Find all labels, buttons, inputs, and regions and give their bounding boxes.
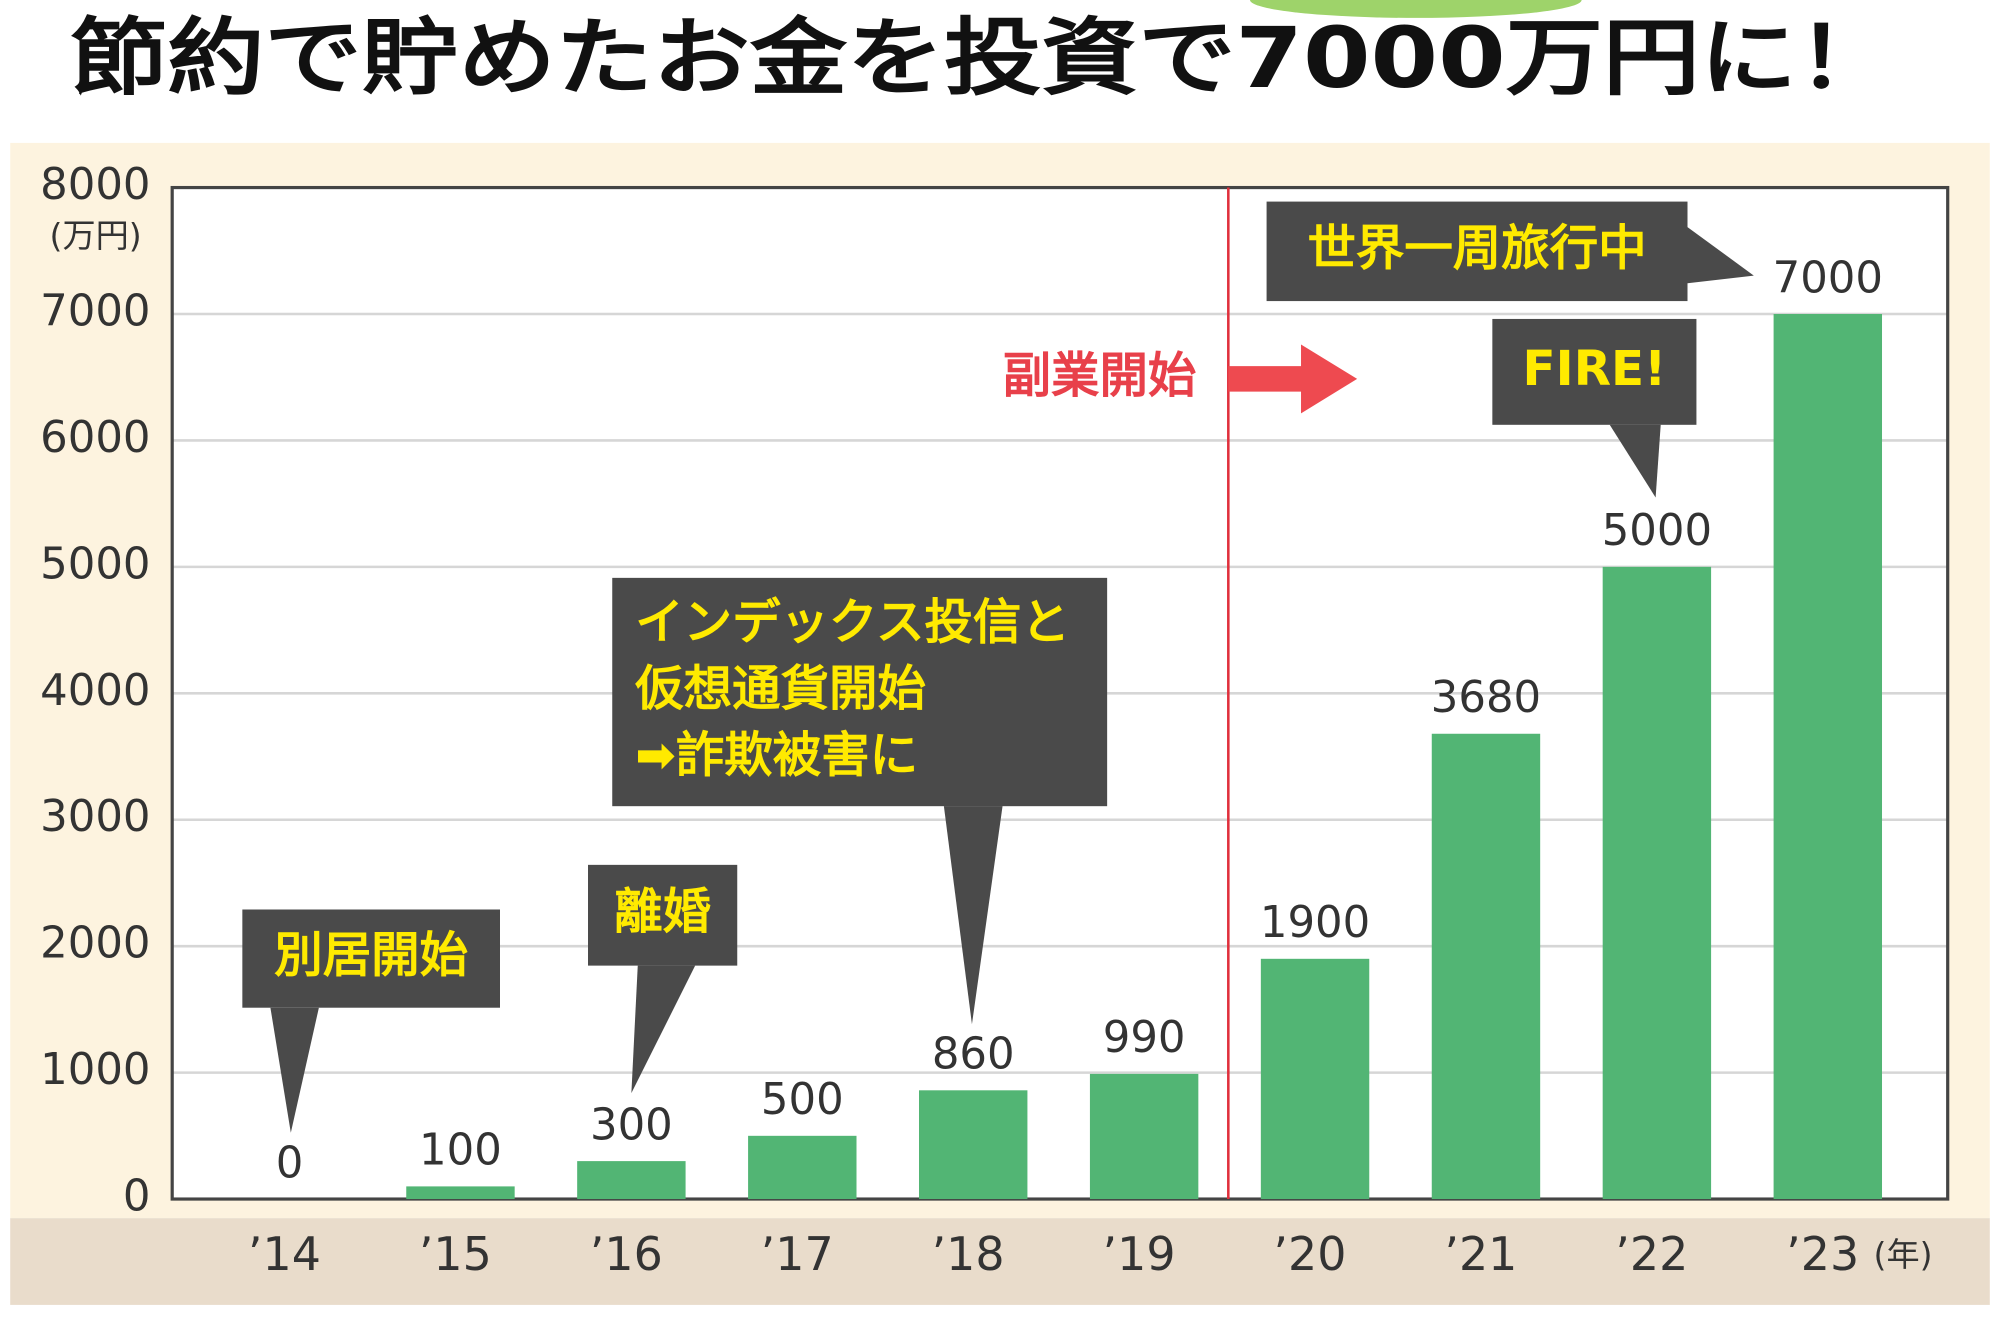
value-label: 7000 [1773,253,1883,303]
axis-band [10,1218,1990,1305]
y-tick-label: 3000 [40,792,150,842]
value-label: 5000 [1602,506,1712,556]
callout-text: ➡詐欺被害に [635,727,918,783]
y-tick-label: 4000 [40,666,150,716]
x-tick-label: ’17 [761,1227,834,1281]
bar [1089,1073,1199,1200]
bar [1773,313,1883,1200]
y-tick-label: 7000 [40,286,150,336]
callout-box [588,864,738,966]
callout-text: 別居開始 [274,928,468,984]
bar [406,1186,515,1200]
value-label: 860 [932,1030,1015,1080]
chart-title: 節約で貯めたお金を投資で7000万円に！ [70,9,1894,107]
callout-text: 世界一周旅行中 [1307,220,1646,276]
callout-box [1492,318,1697,425]
callout-text: インデックス投信と [635,595,1070,651]
value-label: 990 [1103,1013,1186,1063]
callout-box [242,909,501,1008]
y-unit: (万円) [50,216,142,255]
x-tick-label: ’23 [1786,1227,1859,1281]
x-tick-label: ’20 [1273,1227,1346,1281]
y-tick-label: 2000 [40,919,150,969]
y-tick-label: 6000 [40,413,150,463]
bar [577,1161,686,1200]
bar [919,1090,1028,1200]
callout-box [1266,201,1688,302]
marker-arrow [1228,344,1358,414]
x-tick-label: ’16 [590,1227,663,1281]
value-label: 3680 [1431,673,1541,723]
callout-tail [1687,227,1754,284]
x-tick-label: ’18 [932,1227,1005,1281]
value-label: 100 [419,1126,502,1176]
callout-text: FIRE! [1523,341,1667,397]
x-tick-label: ’15 [419,1227,492,1281]
callout-tail [943,806,1003,1025]
y-tick-label: 5000 [40,539,150,589]
callout-box [612,577,1108,807]
x-unit: (年) [1874,1235,1933,1274]
marker-label: 副業開始 [1003,348,1197,404]
decoration [1250,0,1582,18]
value-label: 0 [276,1138,304,1188]
x-tick-label: ’22 [1615,1227,1688,1281]
x-tick-label: ’19 [1103,1227,1176,1281]
callout-text: 離婚 [614,884,711,940]
y-tick-label: 1000 [40,1045,150,1095]
bar [1431,733,1541,1200]
bar [748,1135,857,1200]
x-tick-label: ’21 [1444,1227,1517,1281]
plot-border [170,185,1950,1201]
callout-tail [270,1007,319,1133]
y-tick-label: 8000 [40,160,150,210]
y-tick-label: 0 [123,1172,151,1222]
value-label: 1900 [1260,898,1370,948]
callout-text: 仮想通貨開始 [634,661,926,717]
bar [1602,566,1712,1200]
value-label: 500 [761,1075,844,1125]
bar [1260,958,1370,1200]
value-label: 300 [590,1100,673,1150]
x-tick-label: ’14 [248,1227,321,1281]
callout-tail [1609,424,1661,498]
